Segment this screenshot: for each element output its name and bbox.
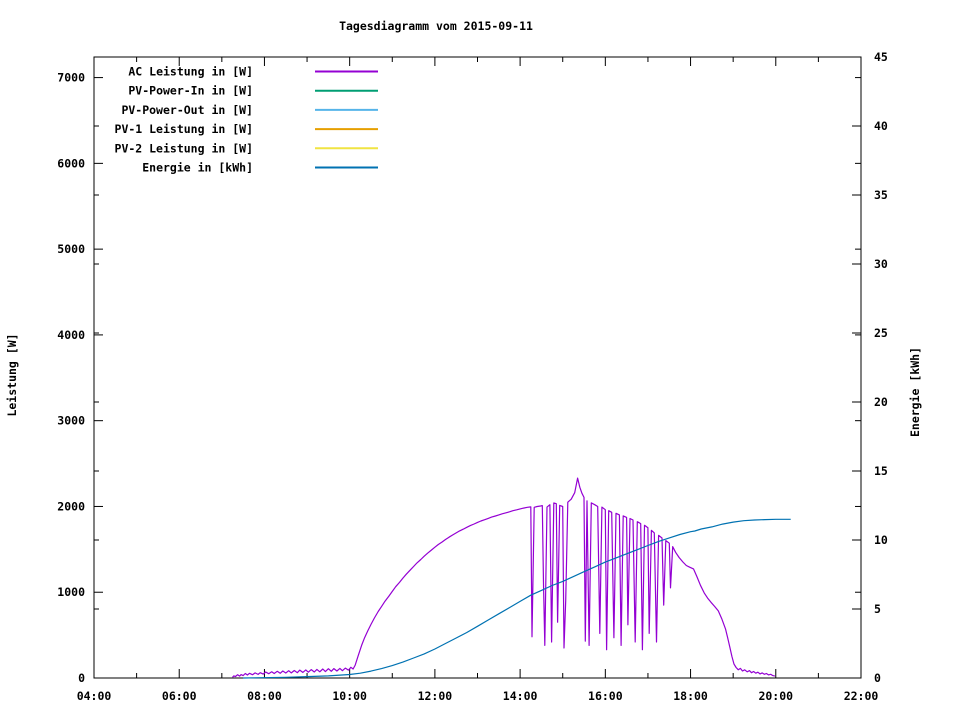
y2-tick-label: 20 <box>874 395 888 409</box>
x-tick-label: 04:00 <box>77 689 112 703</box>
chart-title: Tagesdiagramm vom 2015-09-11 <box>339 19 533 33</box>
legend-label-2: PV-Power-In in [W] <box>128 84 253 98</box>
y2-tick-label: 45 <box>874 50 888 64</box>
x-tick-label: 18:00 <box>673 689 708 703</box>
y2-tick-label: 25 <box>874 326 888 340</box>
legend-label-6: Energie in [kWh] <box>142 161 253 175</box>
y1-tick-label: 7000 <box>57 71 85 85</box>
x-tick-label: 06:00 <box>162 689 197 703</box>
x-tick-label: 20:00 <box>758 689 793 703</box>
x-tick-label: 10:00 <box>332 689 367 703</box>
y1-tick-label: 4000 <box>57 328 85 342</box>
series-line-energie-in-kwh <box>243 518 791 679</box>
y1-tick-label: 3000 <box>57 414 85 428</box>
legend-label-4: PV-1 Leistung in [W] <box>115 122 253 136</box>
legend-label-1: AC Leistung in [W] <box>128 65 253 79</box>
y2-tick-label: 5 <box>874 602 881 616</box>
y1-tick-label: 6000 <box>57 156 85 170</box>
x-tick-label: 08:00 <box>247 689 282 703</box>
x-tick-label: 14:00 <box>503 689 538 703</box>
y1-tick-label: 2000 <box>57 499 85 513</box>
y2-tick-label: 0 <box>874 671 881 685</box>
x-tick-label: 12:00 <box>418 689 453 703</box>
y1-axis-label: Leistung [W] <box>5 333 19 416</box>
y2-tick-label: 30 <box>874 257 888 271</box>
series-line-ac-leistung-in-w <box>232 477 776 678</box>
y1-tick-label: 1000 <box>57 585 85 599</box>
y2-tick-label: 15 <box>874 464 888 478</box>
y2-axis-label: Energie [kWh] <box>908 347 922 437</box>
plot-layer: 04:00 06:00 08:00 10:00 12:00 14:00 16:00 18:00… <box>57 50 888 703</box>
legend-label-3: PV-Power-Out in [W] <box>121 103 253 117</box>
y2-tick-label: 10 <box>874 533 888 547</box>
x-tick-label: 16:00 <box>588 689 623 703</box>
x-tick-label: 22:00 <box>844 689 879 703</box>
legend-label-5: PV-2 Leistung in [W] <box>115 141 253 155</box>
y1-tick-label: 0 <box>78 671 85 685</box>
y1-tick-label: 5000 <box>57 242 85 256</box>
y2-tick-label: 40 <box>874 119 888 133</box>
y2-tick-label: 35 <box>874 188 888 202</box>
